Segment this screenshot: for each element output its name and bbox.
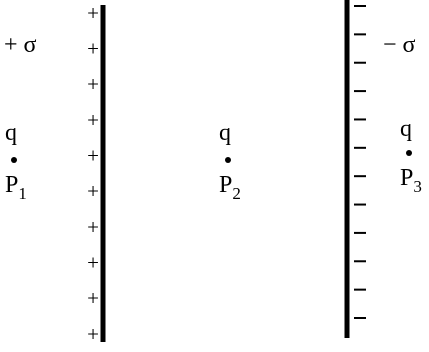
plus-sign: + [87, 36, 99, 60]
positive-sign-column: + + + + + + + + + + [87, 1, 99, 346]
negative-charge-density-label: − σ [383, 32, 416, 58]
point-p1-dot [11, 157, 17, 163]
point-p3-charge-label: q [400, 116, 412, 142]
plus-sign: + [87, 286, 99, 310]
plus-sign: + [87, 72, 99, 96]
plus-sign: + [87, 179, 99, 203]
point-p3-name-label: P3 [400, 165, 422, 196]
point-p1-charge-label: q [5, 120, 17, 146]
plus-sign: + [87, 322, 99, 346]
point-p1-name-label: P1 [5, 172, 27, 203]
point-p2-charge-label: q [219, 120, 231, 146]
point-p2: q P2 [219, 120, 241, 203]
positive-charge-density-label: + σ [4, 32, 37, 58]
plus-sign: + [87, 108, 99, 132]
plus-sign: + [87, 1, 99, 25]
plus-sign: + [87, 215, 99, 239]
point-p1: q P1 [5, 120, 27, 203]
negative-sign-column [354, 6, 366, 318]
point-p2-name-label: P2 [219, 172, 241, 203]
plus-sign: + [87, 143, 99, 167]
plus-sign: + [87, 250, 99, 274]
point-p3: q P3 [400, 116, 422, 196]
point-p3-dot [406, 150, 412, 156]
point-p2-dot [225, 157, 231, 163]
